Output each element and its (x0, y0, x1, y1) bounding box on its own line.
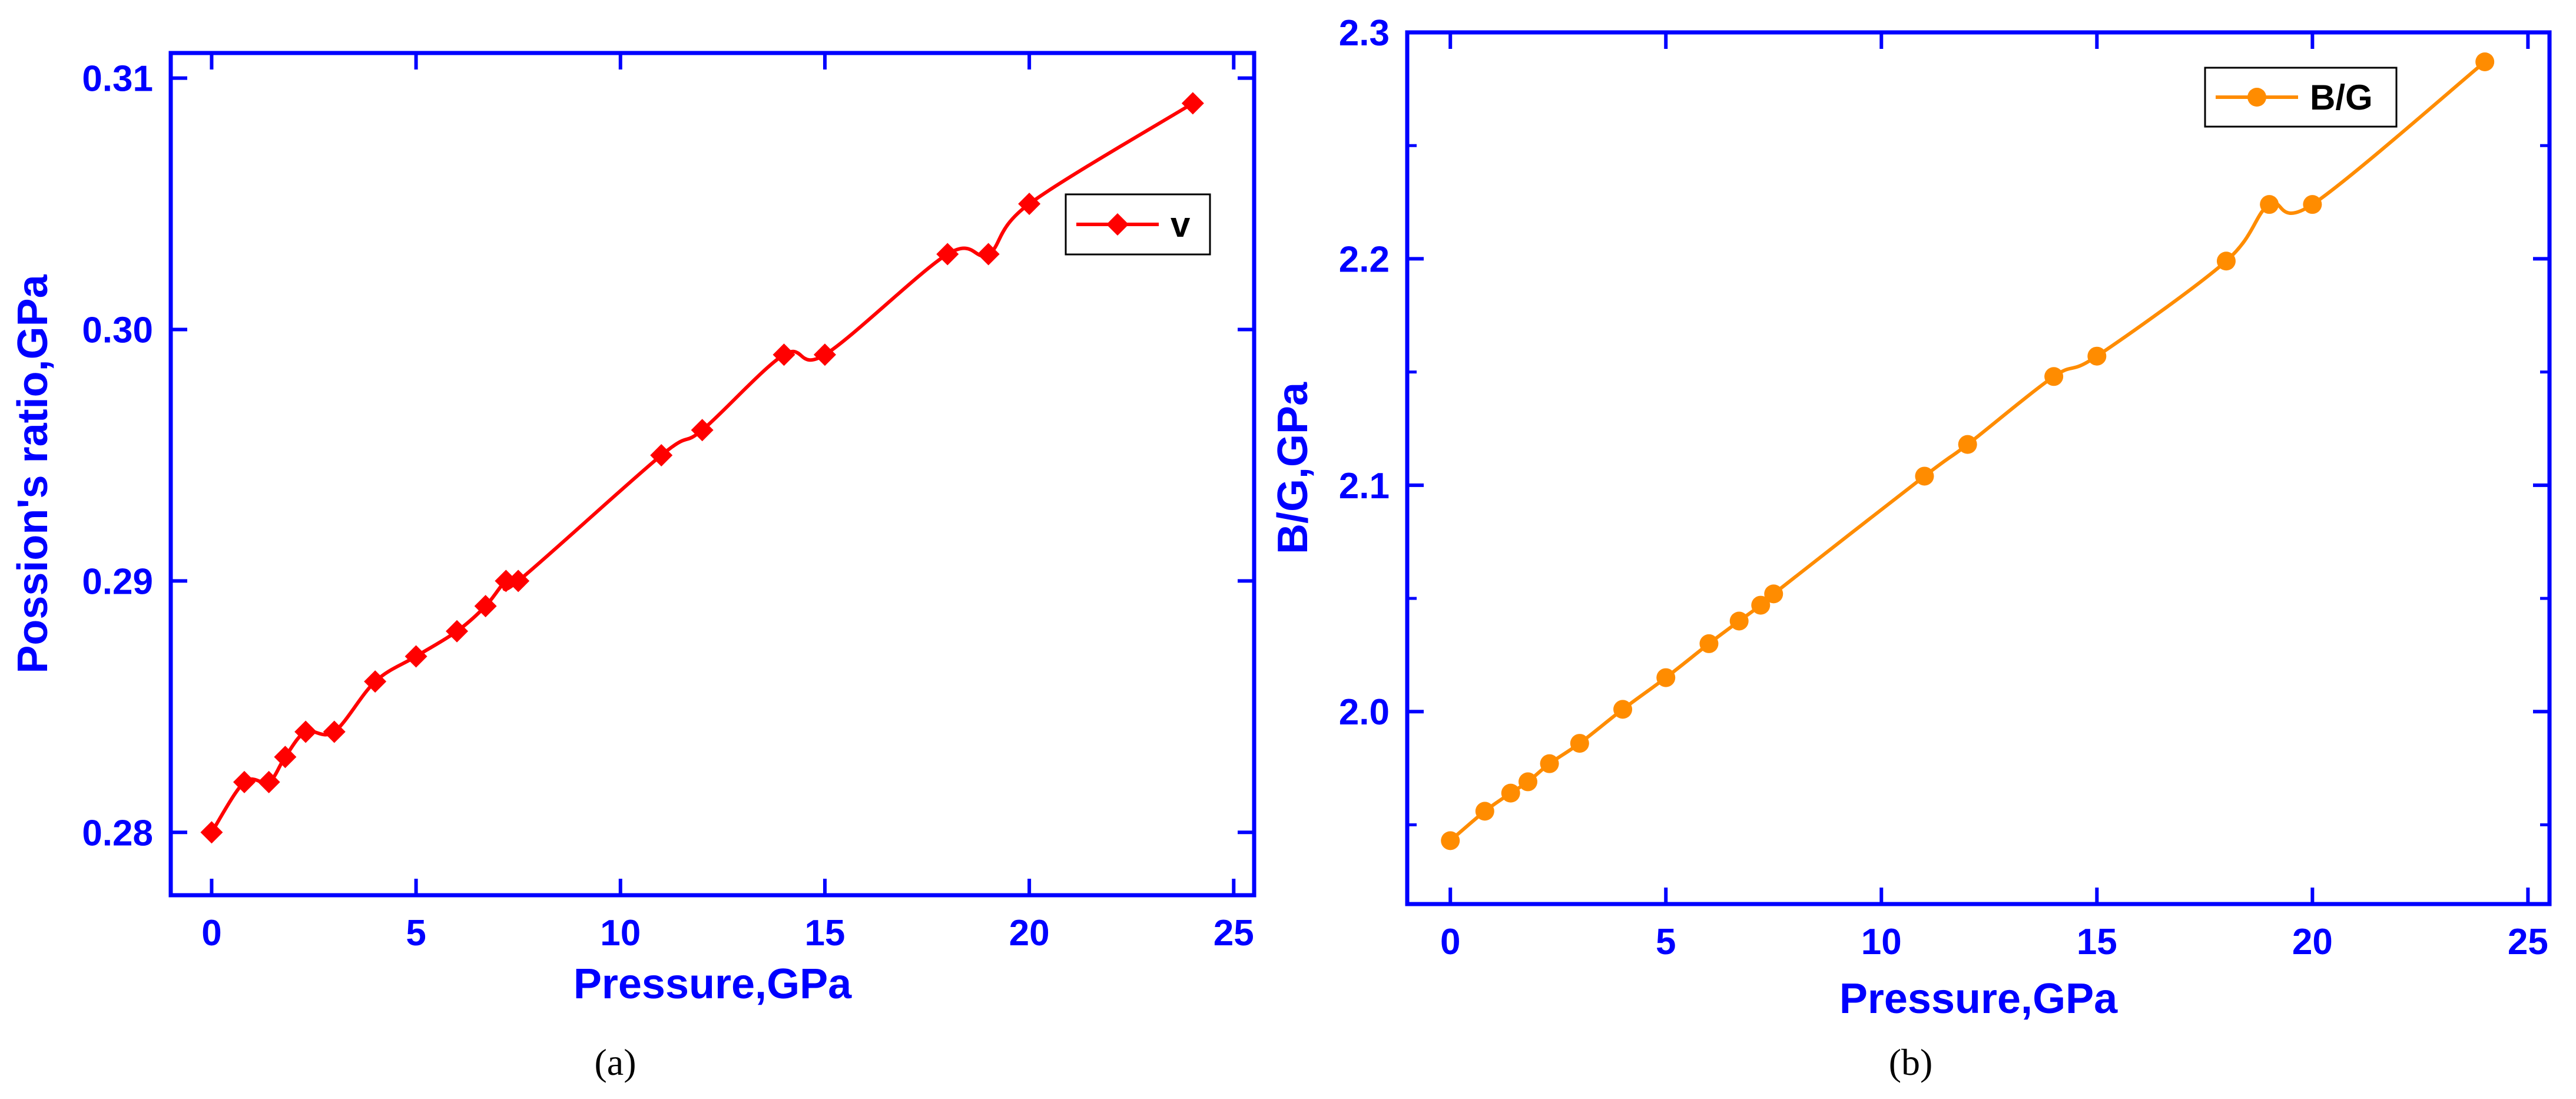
x-tick-label-a: 0 (201, 913, 221, 954)
y-tick-label-a: 0.31 (82, 59, 153, 100)
y-tick-label-b: 2.2 (1339, 239, 1390, 280)
data-point-a (364, 670, 387, 693)
data-point-a (1181, 92, 1204, 115)
chart-panel-a: 0 5 10 15 20 25 0.28 0.29 0.30 0.31 v Pressure,GP… (9, 51, 1256, 1008)
data-point-b (2216, 251, 2236, 271)
y-tick-label-a: 0.30 (82, 310, 153, 351)
data-point-a (474, 595, 497, 618)
x-tick-label-a: 10 (600, 913, 641, 954)
x-tick-label-a: 20 (1009, 913, 1050, 954)
caption-a: (a) (594, 1041, 636, 1083)
x-tick-label-b: 15 (2077, 922, 2117, 962)
x-tick-label-b: 25 (2508, 922, 2548, 962)
data-point-b (1441, 831, 1460, 850)
x-tick-label-a: 5 (406, 913, 426, 954)
x-tick-label-b: 0 (1440, 922, 1460, 962)
data-point-b (1540, 754, 1559, 773)
data-point-b (1518, 772, 1537, 792)
data-point-b (1570, 734, 1589, 753)
data-point-a (233, 770, 256, 793)
data-point-b (1958, 435, 1977, 454)
data-point-b (1699, 634, 1719, 653)
y-tick-label-a: 0.28 (82, 813, 153, 853)
y-axis-label-b: B/G,GPa (1269, 382, 1317, 554)
data-point-a (936, 243, 959, 266)
data-point-b (2303, 195, 2322, 214)
data-point-a (446, 620, 469, 643)
series-markers-a (200, 92, 1204, 844)
data-point-a (650, 443, 673, 466)
legend-label-a: v (1171, 205, 1191, 244)
y-tick-label-b: 2.1 (1339, 466, 1390, 507)
chart-panel-b: 0 5 10 15 20 252.02.12.22.3 B/G Pressure,GPa … (1269, 13, 2552, 1022)
data-point-b (2475, 52, 2495, 71)
data-point-a (1018, 193, 1041, 216)
x-axis-label-b: Pressure,GPa (1839, 975, 2118, 1022)
data-point-a (691, 419, 714, 442)
x-tick-label-a: 25 (1214, 913, 1254, 954)
data-point-b (1729, 611, 1749, 631)
legend-label-b: B/G (2310, 78, 2373, 117)
data-point-a (773, 343, 795, 366)
x-axis-label-a: Pressure,GPa (573, 961, 852, 1008)
ticks-a: 0 5 10 15 20 25 0.28 0.29 0.30 0.31 (82, 53, 1254, 954)
data-point-b (1613, 700, 1633, 719)
data-point-b (2087, 346, 2107, 366)
plot-frame-b (1405, 30, 2552, 906)
series-markers-b (1441, 52, 2495, 850)
data-point-a (405, 645, 427, 668)
ticks-b: 0 5 10 15 20 25 2.0 2.1 2.2 2.3 (1339, 13, 2550, 962)
data-point-a (323, 720, 346, 743)
x-tick-label-a: 15 (804, 913, 845, 954)
data-point-a (200, 821, 223, 844)
data-point-b (1764, 584, 1783, 604)
data-point-b (1915, 466, 1934, 486)
data-point-a (294, 720, 317, 743)
legend-a: v (1065, 193, 1211, 256)
data-point-b (2260, 195, 2279, 214)
data-point-a (813, 343, 836, 366)
data-point-b (1751, 595, 1771, 615)
data-point-a (977, 243, 1000, 266)
data-point-b (1656, 668, 1676, 687)
data-point-a (257, 770, 280, 793)
y-tick-label-b: 2.0 (1339, 692, 1390, 733)
y-tick-label-b: 2.3 (1339, 13, 1390, 54)
legend-marker-b (2247, 88, 2266, 107)
data-point-b (1475, 802, 1494, 821)
data-point-b (2044, 367, 2064, 386)
x-tick-label-b: 5 (1656, 922, 1676, 962)
data-point-b (1501, 783, 1520, 803)
y-tick-label-a: 0.29 (82, 561, 153, 602)
data-point-a (495, 570, 518, 592)
data-point-a (274, 746, 297, 769)
plot-frame-a (168, 51, 1256, 898)
x-tick-label-b: 10 (1861, 922, 1902, 962)
x-tick-label-b: 20 (2292, 922, 2333, 962)
legend-b: B/G (2204, 67, 2398, 128)
y-axis-label-a: Possion's ratio,GPa (9, 274, 57, 673)
legend-marker-a (1106, 213, 1129, 236)
caption-b: (b) (1889, 1041, 1933, 1083)
data-point-a (507, 570, 530, 592)
